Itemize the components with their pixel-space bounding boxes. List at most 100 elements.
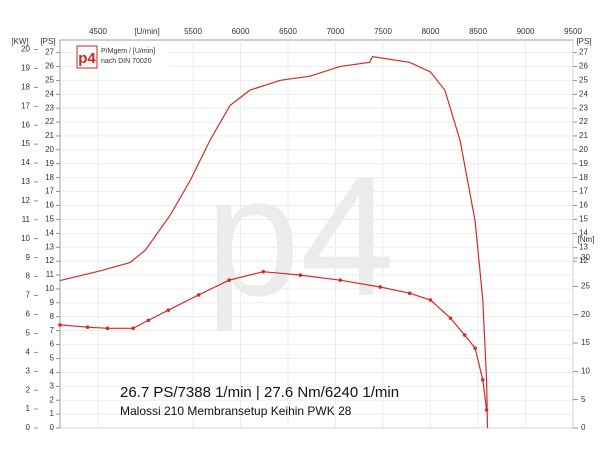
kw-tick-label: 1: [26, 404, 31, 413]
y-tick-label: 3: [50, 381, 55, 390]
data-point: [85, 325, 90, 329]
y-tick-label: 10: [45, 284, 54, 293]
series-line: [59, 56, 489, 429]
data-point: [146, 318, 151, 323]
kw-tick-label: 6: [26, 310, 31, 319]
data-point: [58, 323, 62, 327]
y-tick-label: 16: [45, 201, 54, 210]
data-point: [448, 316, 453, 320]
right-ps-tick-label: 13: [579, 242, 588, 251]
data-point: [196, 293, 201, 297]
right-ps-tick-label: 23: [579, 103, 588, 112]
data-point: [484, 408, 489, 412]
y-tick-label: 13: [45, 242, 54, 251]
x-tick-label: 6500: [279, 27, 297, 36]
kw-tick-label: 19: [21, 63, 30, 72]
kw-tick-label: 16: [21, 120, 30, 129]
data-point: [407, 291, 412, 295]
right-ps-tick-label: 22: [579, 117, 588, 126]
right-ps-tick-label: 16: [579, 201, 588, 210]
data-point: [298, 273, 303, 277]
x-tick-label: 9000: [517, 27, 535, 36]
y2-tick-label: 30: [581, 253, 590, 262]
y-axis-label: [PS]: [40, 37, 55, 46]
right-ps-label: [PS]: [576, 37, 591, 46]
y-tick-label: 24: [45, 89, 54, 98]
kw-tick-label: 20: [21, 45, 30, 54]
y2-tick-label: 0: [581, 423, 586, 432]
kw-tick-label: 3: [26, 366, 31, 375]
y-tick-label: 12: [45, 256, 54, 265]
y-tick-label: 26: [45, 62, 54, 71]
y2-axis-label: [Nm]: [578, 235, 595, 244]
kw-tick-label: 10: [21, 234, 30, 243]
x-tick-label: 5500: [184, 27, 202, 36]
data-point: [428, 298, 433, 302]
kw-tick-label: 7: [26, 291, 31, 300]
y2-tick-label: 15: [581, 338, 590, 347]
y-tick-label: 22: [45, 117, 54, 126]
y-tick-label: 17: [45, 187, 54, 196]
logo-box: [76, 45, 98, 69]
kw-tick-label: 12: [21, 196, 30, 205]
kw-tick-label: 18: [21, 82, 30, 91]
y-tick-label: 7: [50, 326, 55, 335]
y2-tick-label: 5: [581, 395, 586, 404]
y2-tick-label: 25: [581, 282, 590, 291]
y-tick-label: 11: [46, 270, 55, 279]
data-point: [338, 278, 343, 282]
y-tick-label: 1: [50, 409, 55, 418]
kw-tick-label: 2: [26, 385, 31, 394]
right-ps-tick-label: 21: [579, 131, 588, 140]
data-point: [378, 285, 382, 289]
kw-tick-label: 8: [26, 272, 31, 281]
right-ps-tick-label: 15: [579, 215, 588, 224]
y-tick-label: 21: [45, 131, 54, 140]
x-axis-label: [U/min]: [134, 27, 159, 36]
right-ps-tick-label: 14: [579, 228, 588, 237]
x-tick-label: 7500: [374, 27, 392, 36]
kw-tick-label: 15: [21, 139, 30, 148]
right-ps-tick-label: 24: [579, 89, 588, 98]
right-ps-tick-label: 25: [579, 75, 588, 84]
data-point: [105, 326, 110, 331]
y-tick-label: 19: [45, 159, 54, 168]
kw-tick-label: 17: [21, 101, 30, 110]
kw-tick-label: 4: [26, 347, 31, 356]
kw-tick-label: 0: [26, 423, 31, 432]
x-tick-label: 8500: [469, 27, 487, 36]
right-ps-tick-label: 18: [579, 173, 588, 182]
data-point: [480, 378, 485, 382]
legend-line: P/Mgem / [U/min]: [101, 48, 155, 55]
x-tick-label: 6000: [232, 27, 250, 36]
y2-tick-label: 20: [581, 310, 590, 319]
legend-line: nach DIN 70020: [101, 58, 152, 65]
right-ps-tick-label: 17: [579, 187, 588, 196]
subtitle: Malossi 210 Membransetup Keihin PWK 28: [120, 404, 352, 418]
y-tick-label: 18: [45, 173, 54, 182]
y-tick-label: 5: [50, 354, 55, 363]
y-tick-label: 8: [50, 312, 55, 321]
right-ps-tick-label: 19: [579, 159, 588, 168]
x-tick-label: 8000: [422, 27, 440, 36]
kw-axis-label: [KW]: [11, 37, 28, 46]
y-tick-label: 27: [45, 48, 54, 57]
right-ps-tick-label: 26: [579, 62, 588, 71]
data-point: [462, 333, 467, 337]
x-tick-label: 4500: [89, 27, 107, 36]
y-tick-label: 23: [45, 103, 54, 112]
y-tick-label: 6: [50, 340, 55, 349]
kw-tick-label: 11: [22, 215, 31, 224]
y-tick-label: 4: [50, 367, 55, 376]
y-tick-label: 9: [50, 298, 55, 307]
y2-tick-label: 10: [581, 366, 590, 375]
right-ps-tick-label: 12: [579, 256, 588, 265]
right-ps-tick-label: 27: [579, 48, 588, 57]
y-tick-label: 20: [45, 145, 54, 154]
data-point: [227, 278, 231, 282]
y-tick-label: 0: [50, 423, 55, 432]
y-tick-label: 14: [45, 228, 54, 237]
y-tick-label: 25: [45, 75, 54, 84]
data-point: [473, 346, 477, 350]
